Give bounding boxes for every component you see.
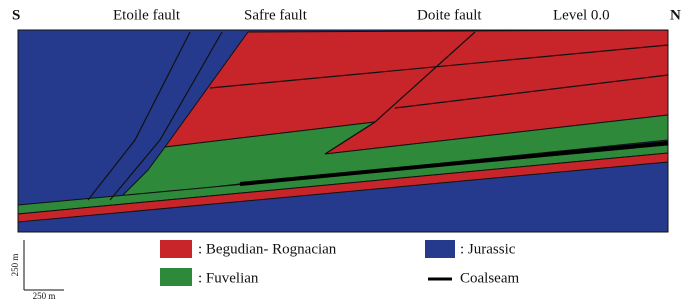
cross-section: S Etoile fault Safre fault Doite fault L…	[0, 0, 684, 302]
legend-label: : Fuvelian	[198, 270, 259, 286]
legend-label: : Jurassic	[460, 241, 516, 257]
fault-label: Doite fault	[417, 7, 482, 23]
legend-label: : Begudian- Rognacian	[198, 241, 337, 257]
level-label: Level 0.0	[553, 7, 610, 23]
legend-label: Coalseam	[460, 270, 519, 286]
fault-label: Safre fault	[244, 7, 308, 23]
legend-swatch	[160, 240, 192, 258]
scale-label: 250 m	[10, 254, 20, 277]
section	[18, 30, 668, 232]
fault-label: Etoile fault	[113, 7, 181, 23]
south-label: S	[12, 7, 20, 23]
legend-swatch	[160, 268, 192, 286]
legend-swatch	[425, 240, 455, 258]
scale-label: 250 m	[33, 291, 56, 301]
north-label: N	[670, 7, 681, 23]
